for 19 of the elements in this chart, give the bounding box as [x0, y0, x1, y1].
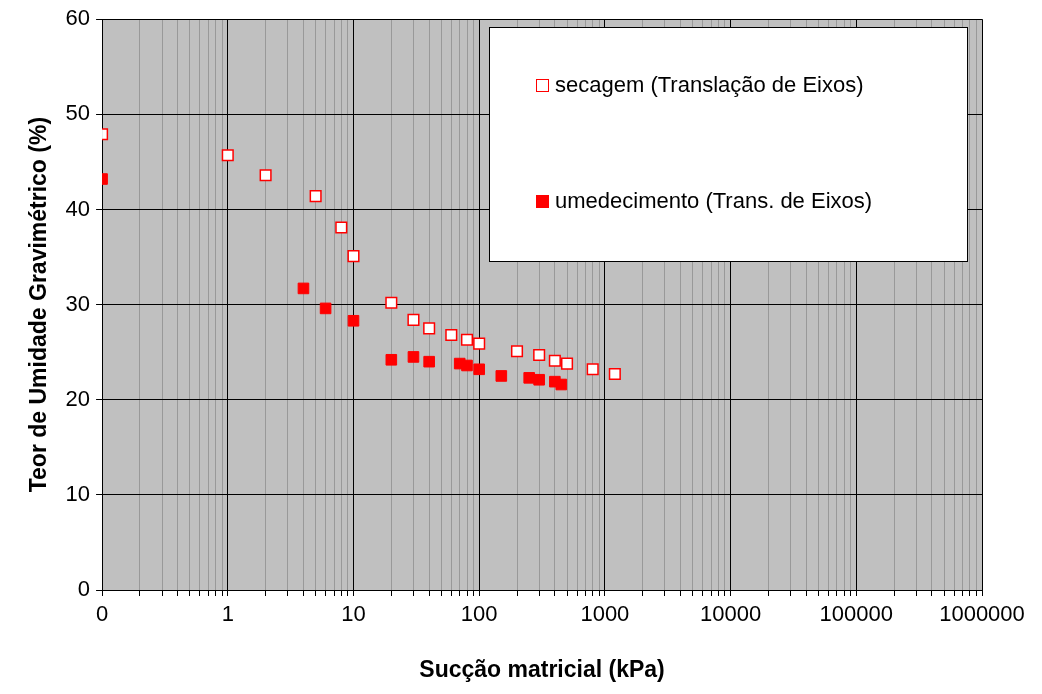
y-tick-label: 20	[65, 385, 91, 411]
y-axis-title: Teor de Umidade Gravimétrico (%)	[25, 116, 52, 493]
x-tick-label: 1000000	[939, 601, 1025, 627]
y-tick-label: 40	[65, 195, 91, 221]
x-tick-label: 100	[460, 601, 498, 627]
y-tick-label: 60	[65, 5, 91, 31]
x-axis-title: Sucção matricial (kPa)	[419, 655, 665, 682]
y-tick-label: 10	[65, 480, 91, 506]
y-tick-label: 50	[65, 100, 91, 126]
x-tick-label: 10	[341, 601, 366, 627]
x-tick-label: 10000	[700, 601, 762, 627]
y-tick-label: 0	[77, 576, 91, 602]
x-tick-label: 1000	[580, 601, 630, 627]
y-tick-label: 30	[65, 290, 91, 316]
legend-label: umedecimento (Trans. de Eixos)	[555, 188, 873, 214]
legend-label: secagem (Translação de Eixos)	[555, 72, 864, 98]
x-tick-label: 100000	[819, 601, 894, 627]
x-tick-label: 1	[221, 601, 234, 627]
x-tick-label: 0	[95, 601, 109, 627]
